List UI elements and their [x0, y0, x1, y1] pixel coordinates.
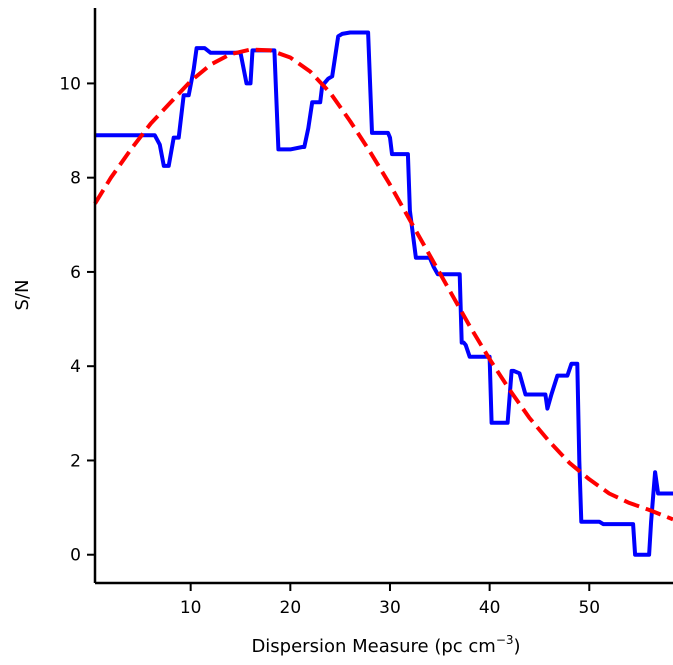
y-tick-label: 2	[70, 451, 81, 471]
x-ticks: 10 20 30 40 50	[180, 583, 600, 618]
y-tick-label: 6	[70, 263, 81, 283]
x-tick-label: 50	[578, 598, 600, 618]
plot-area: 10 20 30 40 50 0 2 4 6 8 10	[59, 8, 673, 618]
y-axis-label: S/N	[12, 280, 33, 311]
x-tick-label: 20	[280, 598, 302, 618]
y-ticks: 0 2 4 6 8 10	[59, 74, 95, 566]
series-layer	[93, 30, 673, 557]
y-tick-label: 4	[70, 357, 81, 377]
y-tick-label: 0	[70, 546, 81, 566]
y-tick-label: 8	[70, 169, 81, 189]
series-line-1	[93, 47, 673, 522]
y-tick-label: 10	[59, 74, 81, 94]
series-line-0	[95, 30, 673, 557]
x-tick-label: 40	[479, 598, 501, 618]
x-tick-label: 30	[379, 598, 401, 618]
x-axis-label-superscript: −3	[496, 633, 514, 647]
x-tick-label: 10	[180, 598, 202, 618]
x-axis-label: Dispersion Measure (pc cm−3)	[251, 633, 520, 657]
